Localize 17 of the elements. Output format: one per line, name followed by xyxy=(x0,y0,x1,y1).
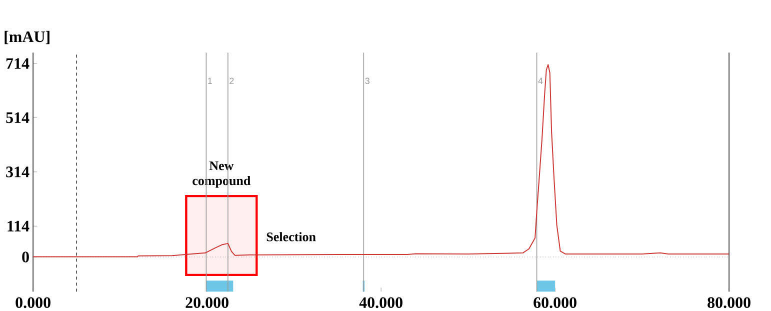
y-tick-label: 514 xyxy=(6,112,30,123)
annotation: 4 xyxy=(538,78,543,84)
x-tick-label: 80.000 xyxy=(708,297,750,308)
annotation: 1 xyxy=(208,78,212,84)
annotation: 2 xyxy=(230,78,234,84)
y-tick-label: 114 xyxy=(8,220,30,232)
y-tick-label: 314 xyxy=(6,166,30,178)
annotation: New compound xyxy=(192,161,251,188)
x-tick-label: 60.000 xyxy=(534,297,576,308)
annotation: 3 xyxy=(365,77,370,84)
x-tick-label: 40.000 xyxy=(359,297,402,308)
y-axis-title: [mAU] xyxy=(4,30,50,44)
x-tick-label: 20.000 xyxy=(186,297,228,308)
y-tick-label: 0 xyxy=(22,251,29,262)
x-tick-label: 0.000 xyxy=(16,297,50,308)
y-tick-label: 714 xyxy=(6,58,30,69)
band-label: Selection xyxy=(266,232,316,242)
